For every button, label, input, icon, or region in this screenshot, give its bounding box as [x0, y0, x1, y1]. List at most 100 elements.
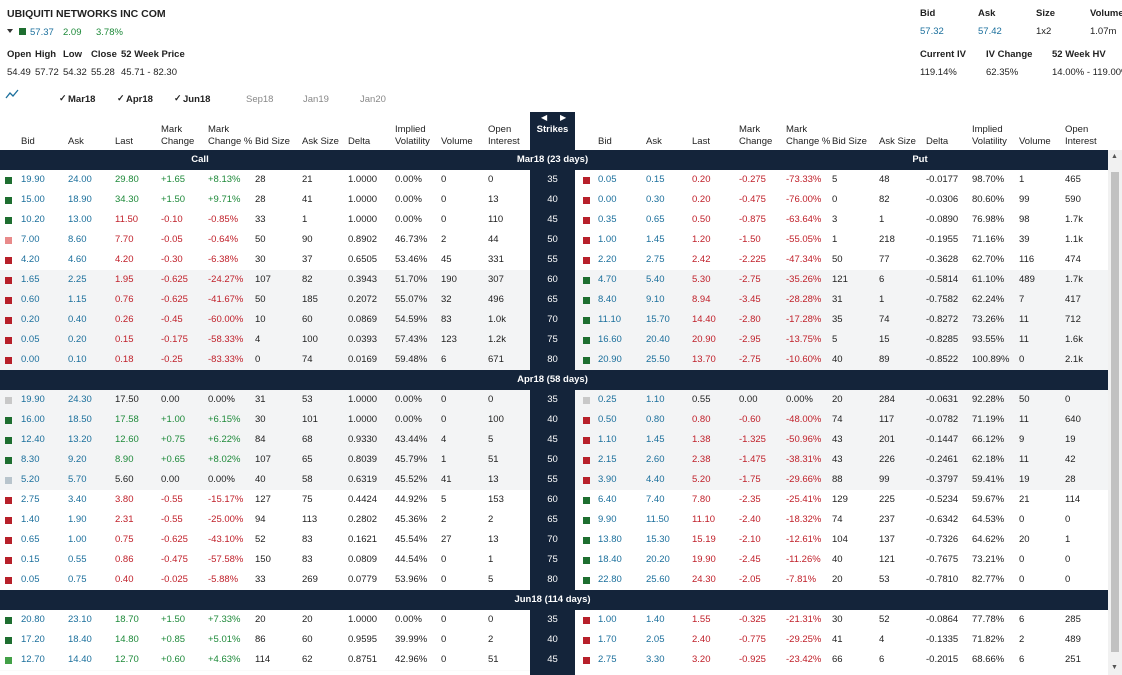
call-cell[interactable]: 1.40	[21, 514, 40, 525]
put-cell[interactable]: 1.40	[646, 614, 665, 625]
put-cell[interactable]: 2.75	[646, 254, 665, 265]
call-cell[interactable]: 0.05	[21, 574, 40, 585]
call-cell[interactable]: 9.20	[68, 454, 87, 465]
put-cell[interactable]: 9.90	[598, 514, 617, 525]
put-cell[interactable]: 0.80	[646, 414, 665, 425]
put-cell[interactable]: 25.50	[646, 354, 670, 365]
call-cell[interactable]: 13.20	[68, 434, 92, 445]
call-cell[interactable]: 17.20	[21, 634, 45, 645]
put-cell[interactable]: 0.05	[598, 174, 617, 185]
put-cell[interactable]: 2.60	[646, 454, 665, 465]
call-cell[interactable]: 24.30	[68, 394, 92, 405]
put-cell[interactable]: 22.80	[598, 574, 622, 585]
call-cell[interactable]: 0.65	[21, 534, 40, 545]
strike-prev[interactable]: ◀	[541, 113, 548, 122]
put-cell[interactable]: 15.70	[646, 314, 670, 325]
call-cell[interactable]: 14.40	[68, 654, 92, 665]
call-cell[interactable]: 13.00	[68, 214, 92, 225]
put-cell[interactable]: 7.40	[646, 494, 665, 505]
put-cell[interactable]: 1.45	[646, 234, 665, 245]
call-cell[interactable]: 1.90	[68, 514, 87, 525]
call-cell[interactable]: 0.05	[21, 334, 40, 345]
call-cell[interactable]: 0.20	[21, 314, 40, 325]
scroll-thumb[interactable]	[1111, 172, 1119, 652]
put-cell[interactable]: 0.25	[598, 394, 617, 405]
put-cell[interactable]: 1.45	[646, 434, 665, 445]
put-cell[interactable]: 0.50	[598, 414, 617, 425]
call-cell[interactable]: 2.25	[68, 274, 87, 285]
dropdown-arrow[interactable]	[7, 29, 15, 35]
call-cell[interactable]: 12.70	[21, 654, 45, 665]
put-cell[interactable]: 1.00	[598, 234, 617, 245]
strike-next[interactable]: ▶	[560, 113, 567, 122]
scroll-up[interactable]: ▲	[1111, 153, 1118, 160]
put-cell[interactable]: 2.75	[598, 654, 617, 665]
call-cell[interactable]: 0.10	[68, 354, 87, 365]
put-cell[interactable]: 13.80	[598, 534, 622, 545]
call-cell[interactable]: 15.00	[21, 194, 45, 205]
put-cell[interactable]: 3.90	[598, 474, 617, 485]
put-cell[interactable]: 4.40	[646, 474, 665, 485]
put-cell[interactable]: 8.40	[598, 294, 617, 305]
put-cell[interactable]: 16.60	[598, 334, 622, 345]
call-cell[interactable]: 0.15	[21, 554, 40, 565]
call-cell[interactable]: 0.20	[68, 334, 87, 345]
expiry-tab[interactable]: Jan19	[303, 94, 329, 105]
put-cell[interactable]: 11.50	[646, 514, 670, 525]
put-cell[interactable]: 1.00	[598, 614, 617, 625]
put-cell[interactable]: 1.70	[598, 634, 617, 645]
put-cell[interactable]: 2.15	[598, 454, 617, 465]
put-cell[interactable]: 15.30	[646, 534, 670, 545]
expiry-tab[interactable]: Apr18	[126, 94, 153, 105]
call-cell[interactable]: 0.00	[21, 354, 40, 365]
put-cell[interactable]: 11.10	[598, 314, 622, 325]
call-cell[interactable]: 24.00	[68, 174, 92, 185]
expiry-tab[interactable]: Sep18	[246, 94, 274, 105]
call-cell[interactable]: 5.70	[68, 474, 87, 485]
call-cell[interactable]: 16.00	[21, 414, 45, 425]
put-cell[interactable]: 20.90	[598, 354, 622, 365]
put-cell[interactable]: 18.40	[598, 554, 622, 565]
call-cell[interactable]: 1.15	[68, 294, 87, 305]
put-cell[interactable]: 1.10	[646, 394, 665, 405]
call-cell[interactable]: 1.00	[68, 534, 87, 545]
call-cell[interactable]: 5.20	[21, 474, 40, 485]
call-cell[interactable]: 0.60	[21, 294, 40, 305]
call-cell[interactable]: 19.90	[21, 394, 45, 405]
put-cell[interactable]: 2.20	[598, 254, 617, 265]
put-cell[interactable]: 0.30	[646, 194, 665, 205]
expiry-tab[interactable]: Jun18	[183, 94, 211, 105]
put-cell[interactable]: 3.30	[646, 654, 665, 665]
put-cell[interactable]: 5.40	[646, 274, 665, 285]
call-cell[interactable]: 0.40	[68, 314, 87, 325]
put-cell[interactable]: 0.35	[598, 214, 617, 225]
put-cell[interactable]: 2.05	[646, 634, 665, 645]
call-cell[interactable]: 18.50	[68, 414, 92, 425]
call-cell[interactable]: 20.80	[21, 614, 45, 625]
call-cell[interactable]: 4.20	[21, 254, 40, 265]
put-cell[interactable]: 25.60	[646, 574, 670, 585]
call-cell[interactable]: 19.90	[21, 174, 45, 185]
put-cell[interactable]: 20.40	[646, 334, 670, 345]
put-cell[interactable]: 0.15	[646, 174, 665, 185]
call-cell[interactable]: 7.00	[21, 234, 40, 245]
chart-icon[interactable]	[5, 88, 19, 100]
call-cell[interactable]: 1.65	[21, 274, 40, 285]
call-cell[interactable]: 23.10	[68, 614, 92, 625]
put-cell[interactable]: 6.40	[598, 494, 617, 505]
put-cell[interactable]: 4.70	[598, 274, 617, 285]
call-cell[interactable]: 0.55	[68, 554, 87, 565]
call-cell[interactable]: 18.40	[68, 634, 92, 645]
call-cell[interactable]: 0.75	[68, 574, 87, 585]
call-cell[interactable]: 8.30	[21, 454, 40, 465]
expiry-tab[interactable]: Mar18	[68, 94, 96, 105]
call-cell[interactable]: 12.40	[21, 434, 45, 445]
put-cell[interactable]: 0.65	[646, 214, 665, 225]
call-cell[interactable]: 18.90	[68, 194, 92, 205]
call-cell[interactable]: 10.20	[21, 214, 45, 225]
call-cell[interactable]: 4.60	[68, 254, 87, 265]
call-cell[interactable]: 3.40	[68, 494, 87, 505]
put-cell[interactable]: 0.00	[598, 194, 617, 205]
put-cell[interactable]: 9.10	[646, 294, 665, 305]
scroll-down[interactable]: ▼	[1111, 664, 1118, 671]
